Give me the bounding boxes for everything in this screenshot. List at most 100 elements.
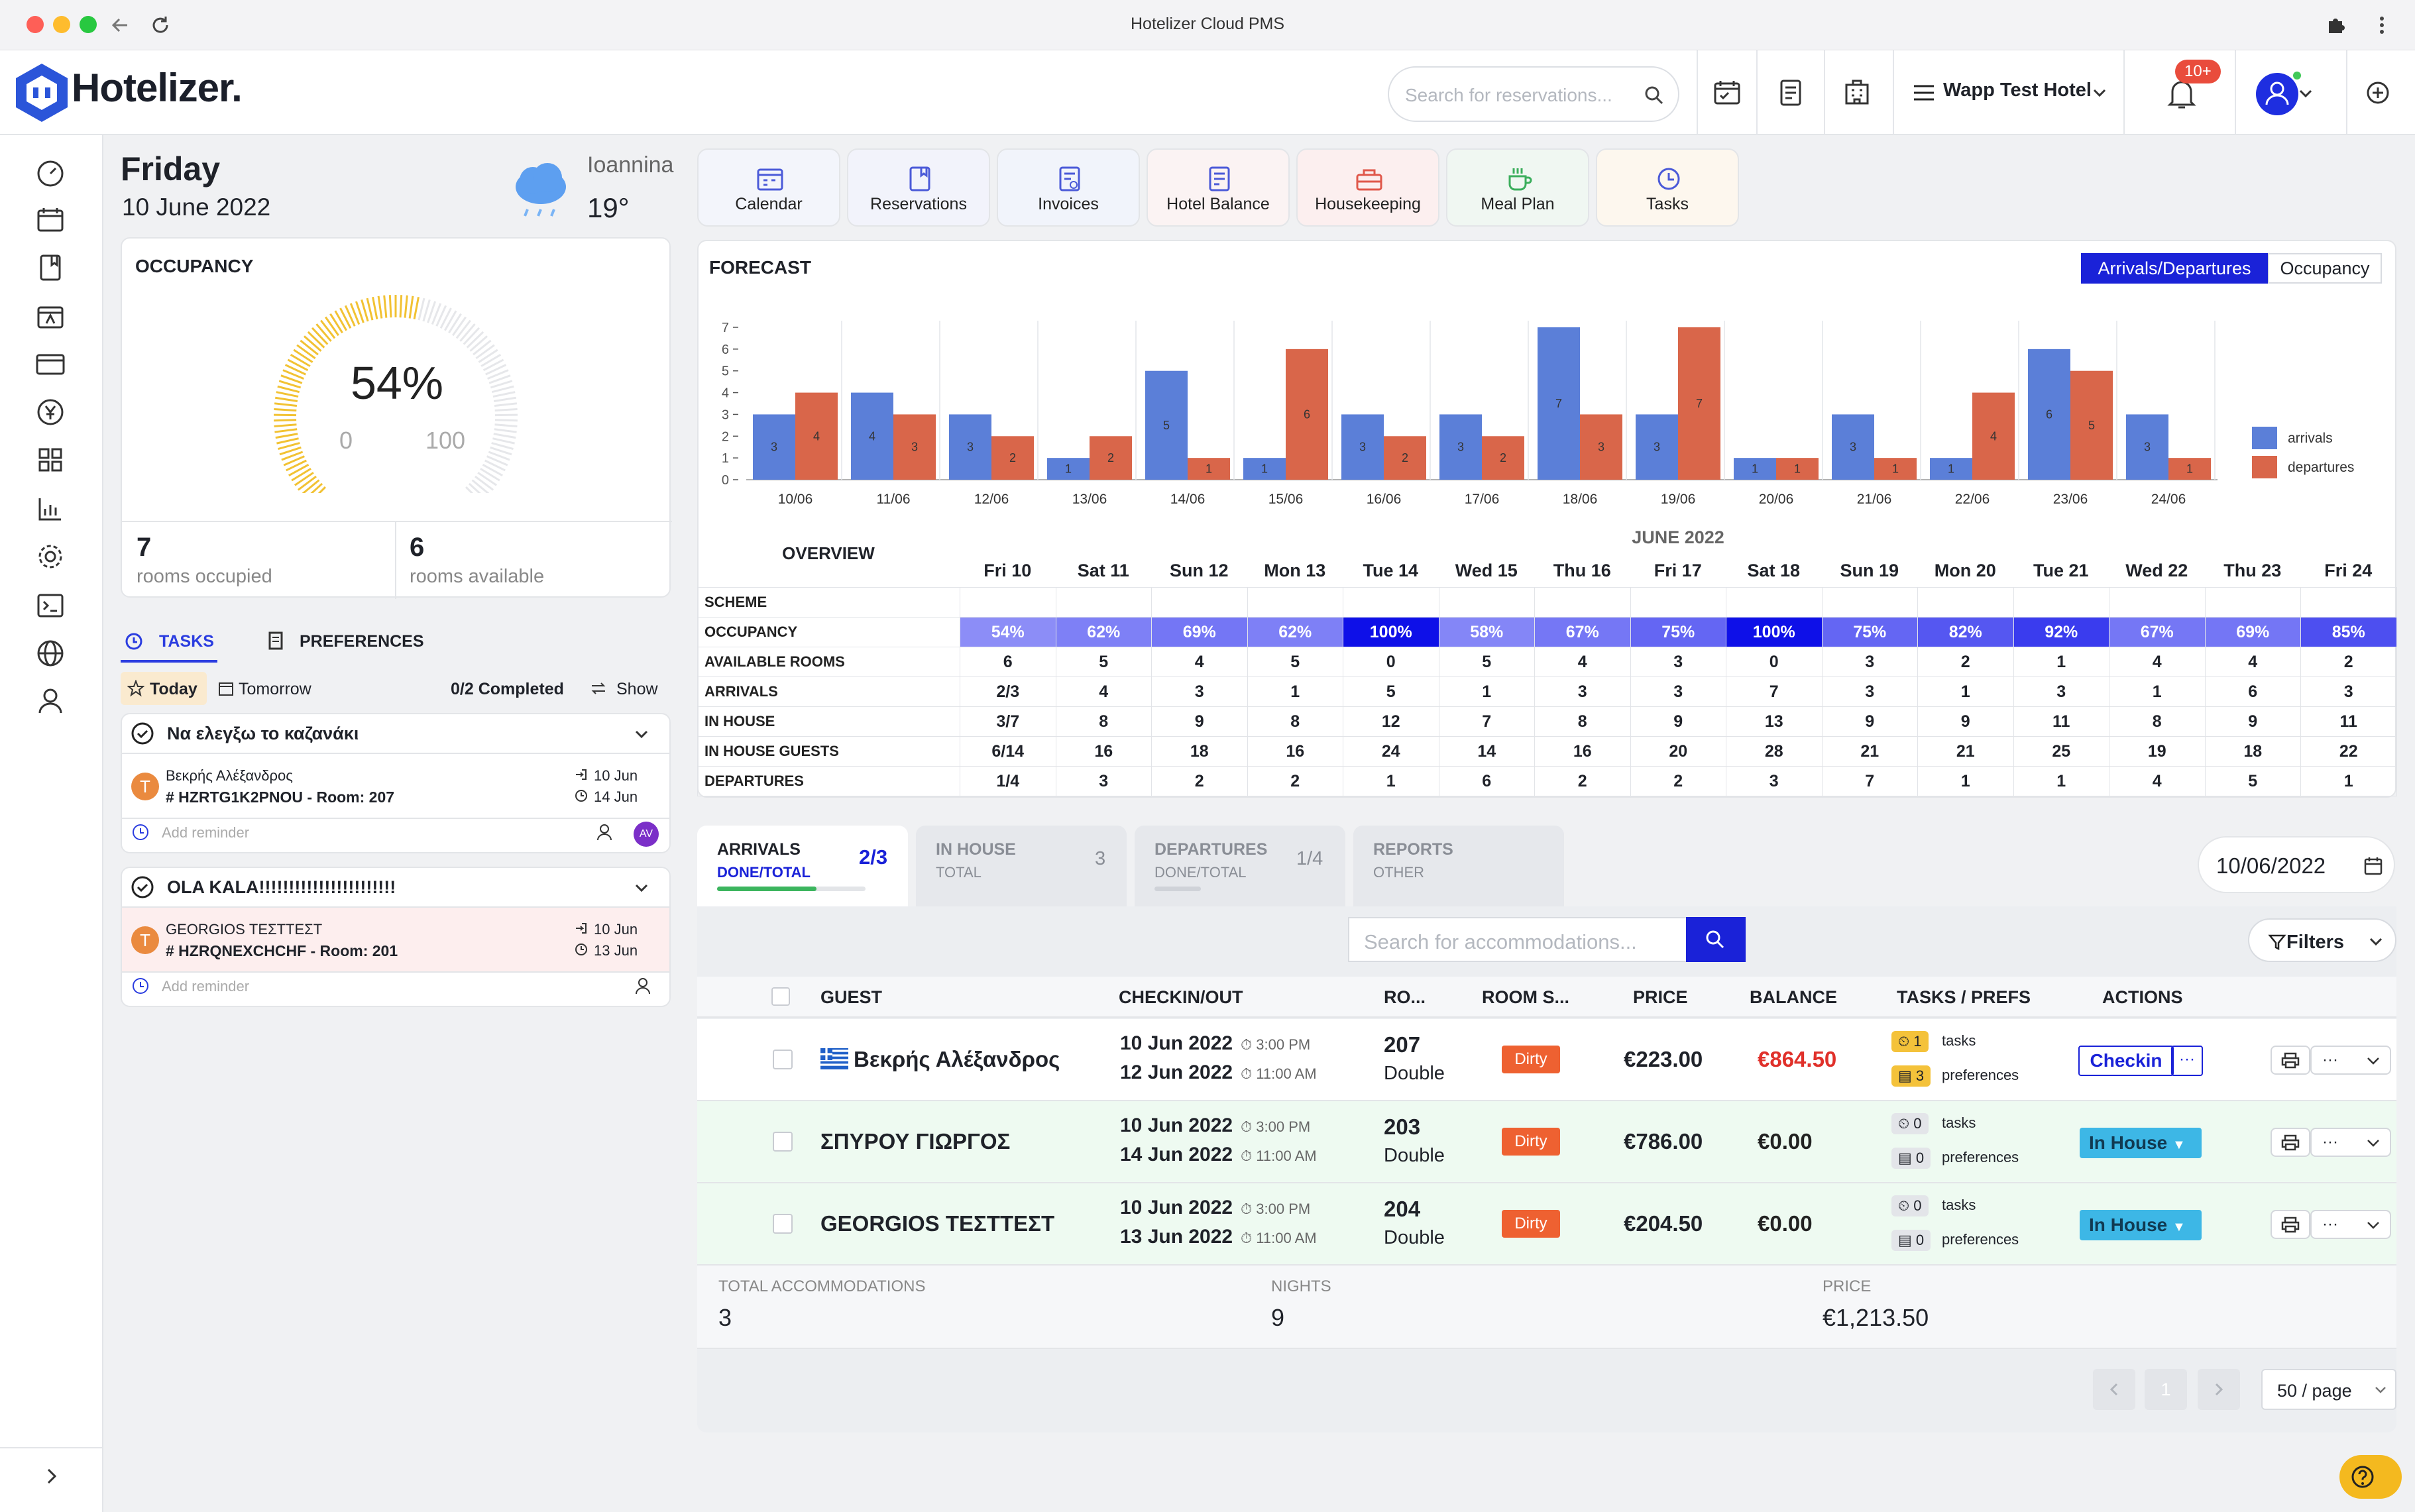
bar-departures[interactable] [1482,436,1524,480]
credit-card-icon[interactable] [32,346,69,383]
tab-in-house[interactable]: IN HOUSE TOTAL 3 [916,826,1127,906]
row-checkbox[interactable] [773,1050,793,1069]
back-arrow-icon[interactable] [110,15,131,36]
tile-housekeeping[interactable]: Housekeeping [1296,148,1439,227]
globe-icon[interactable] [32,635,69,672]
gear-icon[interactable] [32,538,69,575]
accommodation-search-input[interactable]: Search for accommodations... [1348,917,1687,962]
user-icon[interactable] [32,682,69,720]
tile-invoices[interactable]: Invoices [997,148,1140,227]
col-room[interactable]: RO... [1384,987,1426,1007]
filters-button[interactable]: Filters [2248,918,2396,962]
bar-departures[interactable] [1090,436,1132,480]
tab-tasks[interactable]: TASKS [159,632,214,651]
task-card[interactable]: OLA KALA!!!!!!!!!!!!!!!!!!!!!!! T GEORGI… [121,867,671,1007]
tab-arrivals[interactable]: ARRIVALS DONE/TOTAL 2/3 [697,826,908,906]
show-toggle[interactable]: Show [616,680,658,698]
tile-calendar[interactable]: Calendar [697,148,840,227]
page-number[interactable]: 1 [2145,1369,2187,1410]
bar-departures[interactable] [893,414,936,480]
tile-tasks[interactable]: Tasks [1596,148,1739,227]
hotel-selector[interactable]: Wapp Test Hotel [1943,80,2092,101]
select-all-checkbox[interactable] [771,987,790,1006]
col-price[interactable]: PRICE [1633,987,1688,1007]
dashboard-gauge-icon[interactable] [32,155,69,192]
print-button[interactable] [2271,1210,2310,1239]
brand-name[interactable]: Hotelizer. [72,66,243,110]
reload-icon[interactable] [150,15,171,36]
minimize-window-button[interactable] [53,16,70,33]
bar-arrivals[interactable] [753,414,795,480]
col-tasks-prefs[interactable]: TASKS / PREFS [1897,987,2031,1007]
prefs-count-badge[interactable]: ▤ 0 [1891,1230,1931,1251]
bar-arrivals[interactable] [949,414,991,480]
check-circle-icon[interactable] [130,721,155,746]
bar-departures[interactable] [1776,458,1819,480]
room-status-badge[interactable]: Dirty [1502,1128,1560,1156]
in-house-status-button[interactable]: In House ▼ [2080,1210,2202,1240]
toggle-arrivals-departures[interactable]: Arrivals/Departures [2081,253,2268,284]
print-button[interactable] [2271,1046,2310,1075]
in-house-status-button[interactable]: In House ▼ [2080,1128,2202,1158]
bar-departures[interactable] [2168,458,2211,480]
tomorrow-filter[interactable]: Tomorrow [239,680,311,698]
bar-arrivals[interactable] [2028,349,2070,480]
bar-arrivals[interactable] [2126,414,2168,480]
row-more-menu[interactable]: ··· [2310,1210,2391,1239]
bar-departures[interactable] [795,392,838,480]
tile-meal-plan[interactable]: Meal Plan [1446,148,1589,227]
bar-arrivals[interactable] [1734,458,1776,480]
apps-grid-icon[interactable] [32,441,69,478]
yen-circle-icon[interactable] [32,394,69,431]
bar-arrivals[interactable] [851,392,893,480]
bar-arrivals[interactable] [1047,458,1090,480]
col-room-status[interactable]: ROOM S... [1482,987,1570,1007]
close-window-button[interactable] [27,16,44,33]
reservation-search-input[interactable]: Search for reservations... [1388,66,1679,122]
guest-name[interactable]: ΣΠΥΡΟΥ ΓΙΩΡΓΟΣ [820,1129,1011,1154]
help-button[interactable] [2339,1455,2402,1499]
bar-arrivals[interactable] [1636,414,1678,480]
search-icon[interactable] [1644,85,1665,106]
calendar-icon[interactable] [32,201,69,239]
bar-departures[interactable] [2070,370,2113,480]
puzzle-icon[interactable] [2325,15,2346,36]
bar-departures[interactable] [1580,414,1622,480]
user-avatar-icon[interactable] [2255,69,2302,117]
bar-arrivals[interactable] [1341,414,1384,480]
terminal-icon[interactable] [32,587,69,624]
calendar-icon[interactable] [2363,856,2383,876]
notebook-icon[interactable] [32,249,69,286]
print-button[interactable] [2271,1128,2310,1157]
assignee-avatar[interactable]: AV [634,822,659,847]
col-checkin-out[interactable]: CHECKIN/OUT [1119,987,1243,1007]
bar-departures[interactable] [1972,392,2015,480]
bar-departures[interactable] [1188,458,1230,480]
room-status-badge[interactable]: Dirty [1502,1210,1560,1238]
tasks-count-badge[interactable]: ⏲ 1 [1891,1031,1929,1052]
bar-arrivals[interactable] [1538,327,1580,480]
tasks-count-badge[interactable]: ⏲ 0 [1891,1113,1929,1134]
bar-departures[interactable] [991,436,1034,480]
row-more-menu[interactable]: ··· [2310,1128,2391,1157]
col-guest[interactable]: GUEST [820,987,883,1007]
next-page-button[interactable] [2198,1369,2240,1410]
row-more-menu[interactable]: ··· [2310,1046,2391,1075]
row-checkbox[interactable] [773,1214,793,1234]
tile-reservations[interactable]: Reservations [847,148,990,227]
task-card[interactable]: Να ελεγξω το καζανάκι T Βεκρής Αλέξανδρο… [121,713,671,853]
toggle-occupancy[interactable]: Occupancy [2268,253,2382,284]
chevron-down-icon[interactable] [2298,87,2313,99]
table-row[interactable]: Βεκρής Αλέξανδρος 10 Jun 2022 ⏱ 3:00 PM 12 … [697,1019,2396,1101]
accommodation-search-button[interactable] [1686,917,1746,962]
bar-arrivals[interactable] [1930,458,1972,480]
bar-arrivals[interactable] [1439,414,1482,480]
chevron-down-icon[interactable] [634,728,649,741]
prefs-count-badge[interactable]: ▤ 0 [1891,1148,1931,1169]
room-status-badge[interactable]: Dirty [1502,1046,1560,1073]
date-picker[interactable]: 10/06/2022 [2198,836,2395,893]
bar-departures[interactable] [1678,327,1720,480]
guest-name[interactable]: Βεκρής Αλέξανδρος [854,1047,1060,1071]
calendar-icon[interactable] [1710,76,1744,110]
bar-arrivals[interactable] [1243,458,1286,480]
